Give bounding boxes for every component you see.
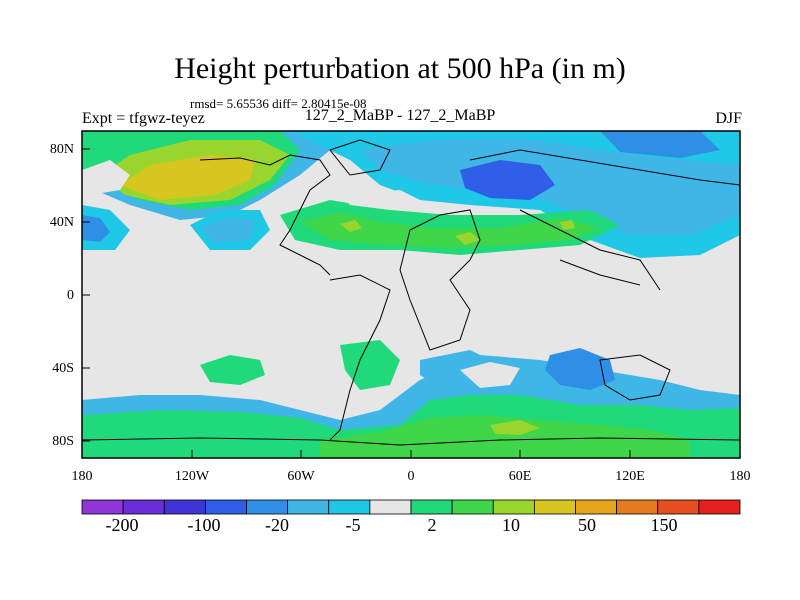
contour-central-white: [340, 190, 430, 210]
colorbar-label: 150: [650, 515, 678, 535]
colorbar-swatch: [287, 499, 330, 515]
colorbar-swatch: [451, 499, 494, 515]
colorbar-swatch: [81, 499, 124, 515]
y-tick-label: 0: [67, 288, 74, 303]
y-tick-label: 40S: [52, 361, 74, 376]
colorbar-label: -100: [187, 515, 221, 535]
x-tick-label: 180: [72, 469, 93, 484]
coast-eurasia: [469, 149, 740, 291]
colorbar-label: -20: [265, 515, 289, 535]
contour-sh-white-hole: [460, 362, 520, 388]
colorbar-swatch: [369, 499, 412, 515]
contour-midlat-yellow3: [560, 220, 575, 230]
colorbar-swatch: [616, 499, 659, 515]
x-tick-label: 60E: [509, 469, 532, 484]
colorbar-swatch: [328, 499, 371, 515]
colorbar-swatch: [122, 499, 165, 515]
experiment-label: Expt = tfgwz-teyez: [82, 110, 205, 127]
y-tick-label: 80S: [52, 434, 74, 449]
colorbar-swatch: [246, 499, 289, 515]
contour-arctic-white: [82, 160, 130, 195]
colorbar-swatch: [575, 499, 618, 515]
contour-sh-blue-ind: [545, 348, 615, 390]
y-axis: 80N 40N 0 40S 80S: [50, 142, 90, 449]
coast-europe-africa: [399, 209, 481, 351]
coast-antarctica: [82, 437, 740, 446]
colorbar-label: 50: [578, 515, 596, 535]
y-tick-label: 40N: [50, 215, 74, 230]
contour-sh-blue-pac: [200, 355, 265, 385]
colorbar: [81, 499, 741, 515]
x-tick-label: 60W: [287, 469, 315, 484]
coast-australia: [599, 354, 671, 401]
contour-field: [82, 131, 740, 458]
x-tick-label: 120W: [175, 469, 210, 484]
contour-midlat-yellow2: [455, 232, 480, 245]
coastlines: [82, 139, 740, 446]
contour-arctic-top-blue: [600, 131, 720, 158]
contour-sh-yellow: [490, 420, 540, 435]
contour-sh-band-lightgreen: [320, 415, 690, 458]
contour-sa-green: [340, 340, 400, 390]
colorbar-swatch: [698, 499, 741, 515]
x-axis: 180 120W 60W 0 60E 120E 180: [72, 450, 751, 484]
contour-midlat-lightgreen: [300, 212, 600, 248]
coast-greenland: [329, 139, 391, 176]
colorbar-swatch: [163, 499, 206, 515]
colorbar-swatch: [204, 499, 247, 515]
coast-south-america: [329, 274, 391, 441]
colorbar-label: -200: [105, 515, 139, 535]
colorbar-swatch: [657, 499, 700, 515]
contour-w-blue2-inner: [200, 218, 255, 243]
season-label: DJF: [715, 110, 742, 127]
y-tick-label: 80N: [50, 142, 74, 157]
contour-midlat-yellow1: [340, 220, 362, 232]
x-tick-label: 0: [408, 469, 415, 484]
colorbar-label: 2: [427, 515, 437, 535]
coast-north-america: [199, 154, 331, 276]
stats-text: rmsd= 5.65536 diff= 2.80415e-08: [190, 96, 367, 111]
x-tick-label: 180: [730, 469, 751, 484]
comparison-label: 127_2_MaBP - 127_2_MaBP: [304, 107, 496, 124]
colorbar-label: 10: [502, 515, 520, 535]
colorbar-swatch: [533, 499, 576, 515]
contour-np-yellow: [120, 155, 255, 200]
contour-siberia-dark: [460, 160, 555, 200]
colorbar-swatch: [410, 499, 453, 515]
colorbar-label: -5: [345, 515, 361, 535]
map-title: Height perturbation at 500 hPa (in m): [174, 52, 626, 85]
x-tick-label: 120E: [615, 469, 645, 484]
colorbar-swatch: [492, 499, 535, 515]
